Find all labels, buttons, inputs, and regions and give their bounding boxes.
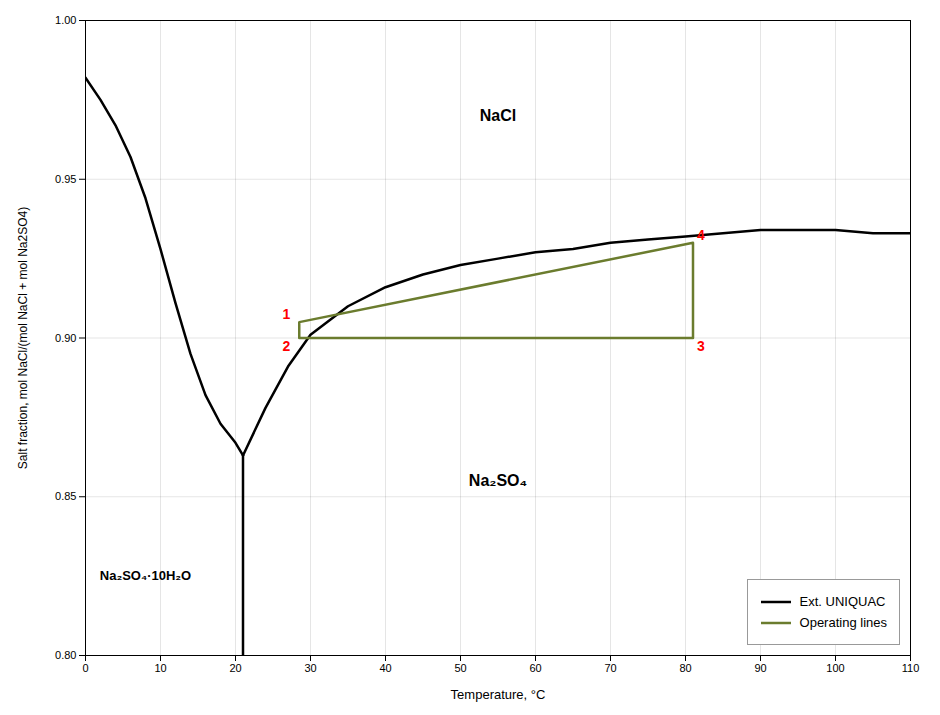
svg-text:90: 90 <box>754 662 766 674</box>
svg-text:40: 40 <box>379 662 391 674</box>
svg-text:100: 100 <box>826 662 844 674</box>
svg-text:50: 50 <box>454 662 466 674</box>
html-text:Ext. UNIQUAC: Ext. UNIQUAC <box>799 594 886 609</box>
svg-text:Temperature, °C: Temperature, °C <box>451 687 546 702</box>
svg-text:0.85: 0.85 <box>55 490 76 502</box>
svg-text:0.90: 0.90 <box>55 332 76 344</box>
svg-text:30: 30 <box>304 662 316 674</box>
svg-text:70: 70 <box>604 662 616 674</box>
svg-text:0.80: 0.80 <box>55 649 76 661</box>
svg-text:Na₂SO₄: Na₂SO₄ <box>469 472 527 489</box>
svg-text:1.00: 1.00 <box>55 14 76 26</box>
svg-text:60: 60 <box>529 662 541 674</box>
svg-text:4: 4 <box>697 227 705 243</box>
svg-text:Salt fraction, mol NaCl/(mol N: Salt fraction, mol NaCl/(mol NaCl + mol … <box>16 207 30 469</box>
svg-text:NaCl: NaCl <box>480 107 516 124</box>
svg-text:Na₂SO₄·10H₂O: Na₂SO₄·10H₂O <box>100 568 191 583</box>
svg-text:20: 20 <box>229 662 241 674</box>
svg-text:10: 10 <box>154 662 166 674</box>
svg-text:3: 3 <box>697 338 705 354</box>
svg-text:110: 110 <box>902 662 920 674</box>
svg-text:1: 1 <box>282 306 290 322</box>
svg-text:0.95: 0.95 <box>55 173 76 185</box>
html-text:Operating lines: Operating lines <box>799 615 887 630</box>
svg-text:2: 2 <box>282 338 290 354</box>
svg-text:80: 80 <box>679 662 691 674</box>
svg-text:0: 0 <box>82 662 88 674</box>
